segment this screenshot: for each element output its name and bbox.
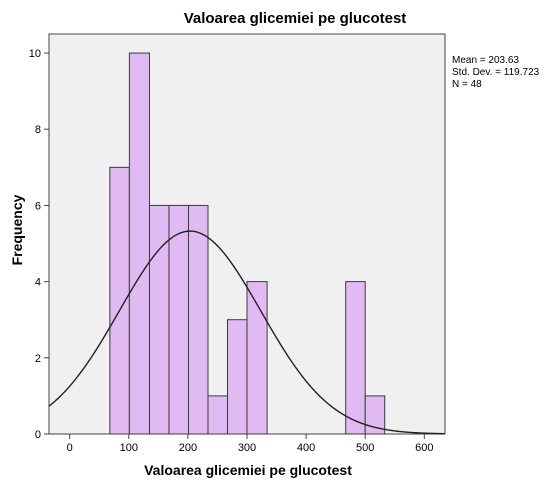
normal-curve xyxy=(48,230,445,435)
x-axis-title: Valoarea glicemiei pe glucotest xyxy=(144,462,352,478)
axes-layer: 0 100 200 300 400 500 600 0 2 4 6 8 10 xyxy=(29,48,434,454)
histogram-bar-1 xyxy=(128,52,150,435)
histogram-bar-8 xyxy=(345,281,366,435)
stats-mean: Mean = 203.63 xyxy=(452,55,519,66)
y-tick-label-4: 4 xyxy=(35,277,41,289)
x-tick-label-100: 100 xyxy=(120,442,138,454)
stats-box: Mean = 203.63 Std. Dev. = 119.723 N = 48 xyxy=(452,55,540,90)
y-axis-title: Frequency xyxy=(9,194,25,265)
chart-title: Valoarea glicemiei pe glucotest xyxy=(184,10,407,27)
histogram-bar-7 xyxy=(246,281,268,435)
bars-layer xyxy=(109,52,386,435)
histogram-bar-5 xyxy=(207,395,228,435)
y-tick-label-6: 6 xyxy=(35,200,41,212)
x-tick-label-200: 200 xyxy=(179,442,197,454)
y-tick-label-2: 2 xyxy=(35,353,41,365)
x-tick-label-400: 400 xyxy=(297,442,315,454)
y-tick-label-8: 8 xyxy=(35,124,41,136)
y-tick-label-0: 0 xyxy=(35,429,41,441)
x-tick-label-600: 600 xyxy=(415,442,433,454)
stats-n: N = 48 xyxy=(452,79,482,90)
histogram-bar-4 xyxy=(187,204,209,435)
x-tick-label-0: 0 xyxy=(67,442,73,454)
histogram-bar-3 xyxy=(168,204,189,435)
histogram-bar-2 xyxy=(148,204,170,435)
histogram-bar-0 xyxy=(109,166,130,435)
stats-std-dev: Std. Dev. = 119.723 xyxy=(452,67,540,78)
histogram-bar-9 xyxy=(364,395,386,435)
x-tick-label-300: 300 xyxy=(238,442,256,454)
y-tick-label-10: 10 xyxy=(29,48,41,60)
x-tick-label-500: 500 xyxy=(356,442,374,454)
histogram-bar-6 xyxy=(226,319,248,435)
